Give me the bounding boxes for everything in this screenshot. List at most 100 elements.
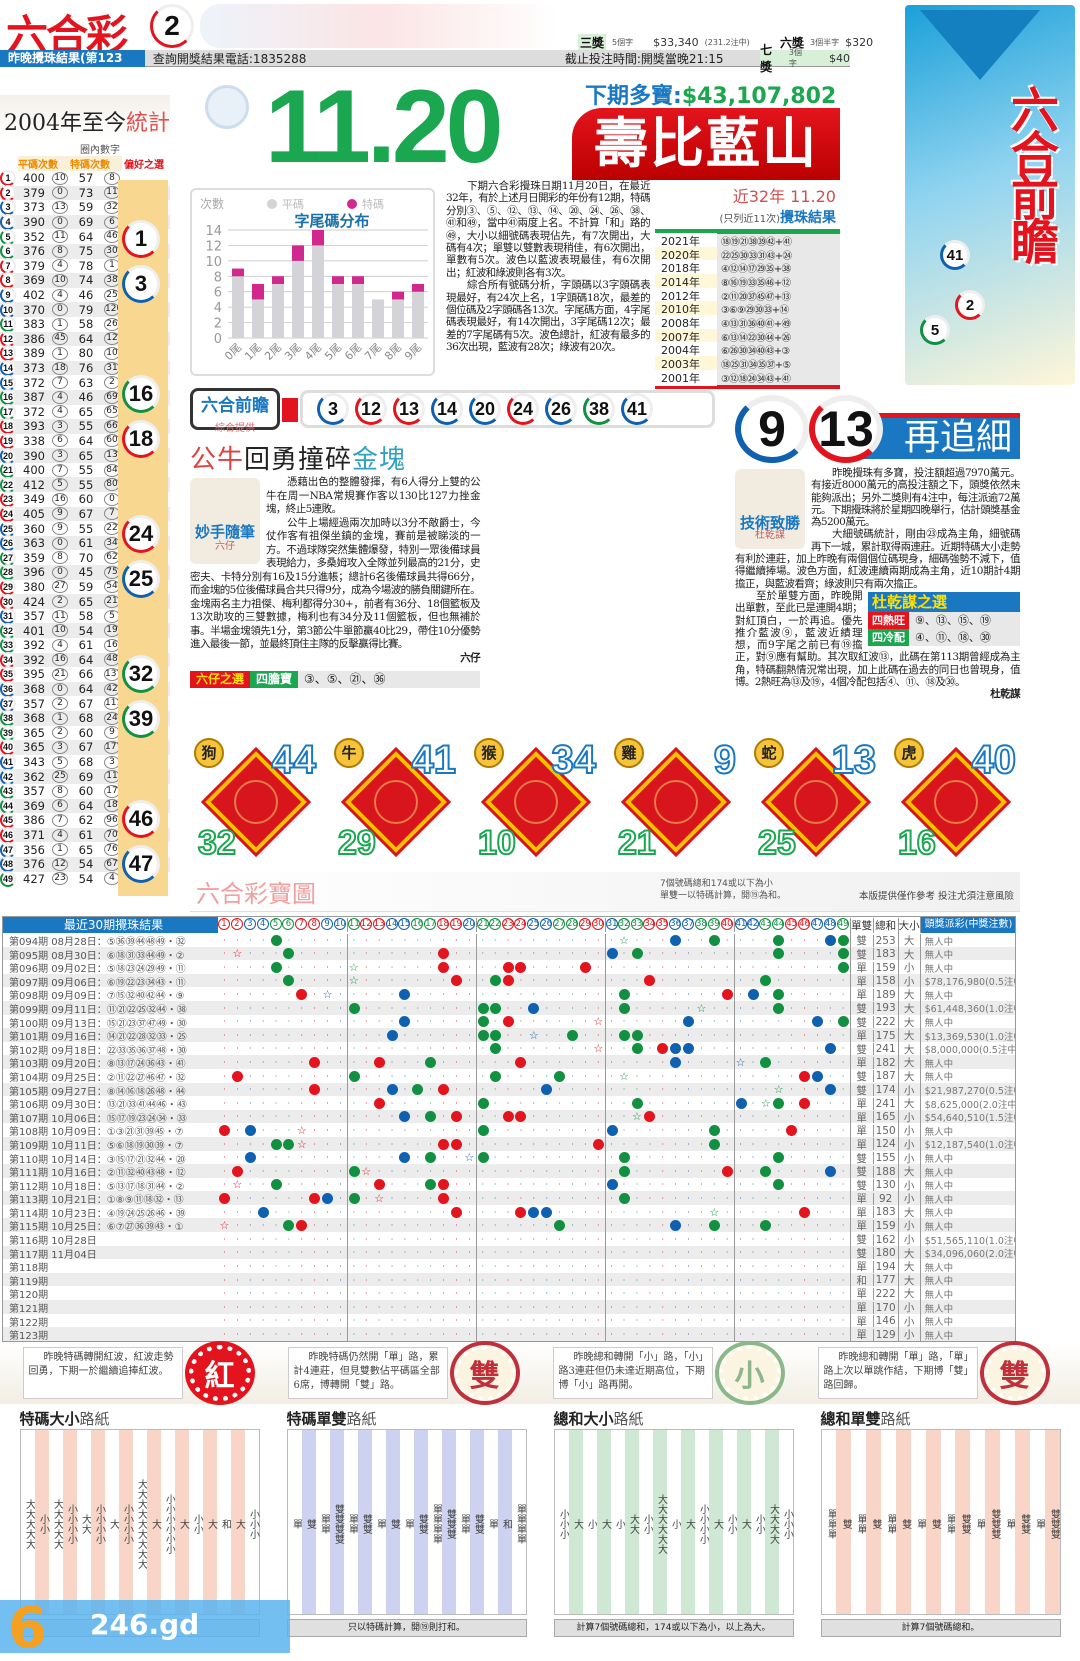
count: 370 bbox=[23, 302, 45, 317]
grid-cell bbox=[618, 1192, 631, 1206]
grid-cell: · bbox=[841, 1153, 845, 1163]
grid-cell: · bbox=[364, 1030, 368, 1040]
grid-cell: · bbox=[248, 976, 252, 986]
count: 357 bbox=[23, 609, 45, 624]
grid-cell: ☆ bbox=[231, 947, 244, 961]
number-ball: 35 bbox=[0, 666, 16, 683]
grid-cell bbox=[475, 1001, 489, 1016]
grid-cell: · bbox=[390, 935, 394, 945]
grid-cell: · bbox=[390, 1153, 394, 1163]
draw-info: 第098期 09月09日：⑦⑮㉜㊵㊷㊹・⑨ bbox=[9, 991, 185, 1003]
grid-cell: · bbox=[841, 1329, 845, 1339]
drawn-number-dot bbox=[824, 934, 836, 946]
grid-cell: · bbox=[364, 1085, 368, 1095]
grid-cell: · bbox=[313, 1112, 316, 1122]
grid-cell: · bbox=[725, 1316, 729, 1326]
grid-cell: · bbox=[377, 1030, 381, 1040]
number-column-header: 44 bbox=[772, 918, 785, 932]
number-ball: 2 bbox=[0, 184, 16, 201]
draw-info: 第105期 09月27日：⑧⑭⑯⑱㉖㊽・㊹ bbox=[9, 1086, 186, 1098]
grid-cell: · bbox=[429, 962, 432, 972]
grid-cell: · bbox=[751, 1112, 755, 1122]
grid-cell: · bbox=[622, 1289, 626, 1299]
drawn-number-dot bbox=[399, 1152, 411, 1164]
number-ball: 30 bbox=[0, 593, 16, 610]
grid-cell: · bbox=[455, 1302, 458, 1312]
grid-cell: · bbox=[674, 1139, 677, 1149]
grid-cell: · bbox=[339, 1044, 342, 1054]
grid-cell: · bbox=[725, 935, 729, 945]
drawn-number-dot bbox=[708, 1138, 720, 1150]
drawn-number-dot bbox=[502, 1111, 514, 1123]
grid-cell: · bbox=[248, 1112, 252, 1122]
road-column: 單 bbox=[914, 1518, 926, 1529]
gap-count: 5 bbox=[52, 755, 68, 769]
grid-cell: · bbox=[713, 949, 716, 959]
grid-cell: · bbox=[442, 1030, 445, 1040]
drawn-number-dot bbox=[631, 1043, 643, 1055]
forecast-title: 六合前瞻 bbox=[201, 396, 269, 416]
column-number: 20 bbox=[462, 918, 475, 931]
grid-cell: · bbox=[777, 1126, 781, 1136]
grid-cell: · bbox=[751, 1098, 755, 1108]
grid-cell: · bbox=[364, 1221, 368, 1231]
grid-cell: · bbox=[803, 1139, 806, 1149]
grid-cell: · bbox=[604, 1232, 618, 1247]
grid-cell: · bbox=[377, 1139, 381, 1149]
grid-cell bbox=[721, 988, 734, 1002]
grid-cell: · bbox=[803, 1058, 806, 1068]
grid-cell: · bbox=[661, 1329, 664, 1339]
grid-cell: · bbox=[829, 1275, 832, 1285]
grid-cell: · bbox=[725, 1221, 729, 1231]
grid-cell: · bbox=[455, 1275, 458, 1285]
big-small: 小 bbox=[897, 960, 920, 976]
grid-cell: · bbox=[604, 933, 618, 948]
number-column-header: 43 bbox=[759, 918, 772, 932]
number-ball: 24 bbox=[0, 505, 16, 522]
grid-cell: · bbox=[674, 1234, 677, 1244]
pick-ball: 47 bbox=[122, 845, 160, 883]
grid-cell bbox=[824, 1165, 837, 1179]
special-number-star-icon: ☆ bbox=[619, 1069, 629, 1083]
bar-平碼 bbox=[412, 291, 424, 338]
gap-count: 25 bbox=[52, 770, 68, 784]
grid-cell: · bbox=[841, 1112, 845, 1122]
grid-cell: · bbox=[493, 1085, 497, 1095]
grid-cell: · bbox=[506, 1003, 510, 1013]
stats-title-accent: 統計 bbox=[126, 111, 171, 136]
year-row: 2018年 ④⑫⑭⑰㉙㉟+㊳ bbox=[655, 260, 840, 277]
years-note: (只列近11次) bbox=[719, 214, 780, 225]
grid-cell: · bbox=[287, 1071, 291, 1081]
grid-cell: · bbox=[429, 1289, 432, 1299]
grid-cell: · bbox=[648, 1180, 652, 1190]
drawn-number-dot bbox=[644, 1111, 656, 1123]
grid-cell: · bbox=[790, 1316, 793, 1326]
grid-cell: · bbox=[429, 1234, 432, 1244]
grid-cell: · bbox=[584, 1261, 587, 1271]
pick-label: 六仔之選 bbox=[190, 671, 251, 688]
grid-cell: · bbox=[248, 1302, 252, 1312]
grid-cell: · bbox=[532, 1275, 536, 1285]
grid-cell: · bbox=[339, 1316, 342, 1326]
grid-cell bbox=[631, 1042, 644, 1056]
grid-cell: · bbox=[648, 1248, 652, 1258]
grid-cell: · bbox=[519, 949, 523, 959]
grid-cell: · bbox=[403, 1289, 407, 1299]
grid-cell: · bbox=[300, 962, 304, 972]
grid-cell: · bbox=[661, 1275, 664, 1285]
year: 2001年 bbox=[655, 369, 717, 386]
grid-cell: · bbox=[545, 1261, 548, 1271]
odd-even: 單 bbox=[849, 987, 873, 1003]
grid-cell: · bbox=[751, 1234, 755, 1244]
grid-cell: · bbox=[803, 1234, 806, 1244]
paragraph: 下期六合彩攪珠日期11月20日，在最近32年，有於上述月日開彩的年份有12期，特… bbox=[446, 180, 651, 279]
number-column-header: 10 bbox=[334, 918, 347, 932]
legend-label: 特碼 bbox=[362, 197, 384, 211]
grid-cell: · bbox=[377, 976, 381, 986]
year-numbers: ⑱㉕㉛㉞㉟㊲+⑤ bbox=[717, 357, 840, 372]
grid-cell: · bbox=[261, 1030, 265, 1040]
number-column-header: 6 bbox=[282, 918, 295, 932]
grid-cell: · bbox=[274, 1085, 278, 1095]
number-ball: 34 bbox=[0, 651, 16, 668]
grid-cell: · bbox=[790, 962, 793, 972]
